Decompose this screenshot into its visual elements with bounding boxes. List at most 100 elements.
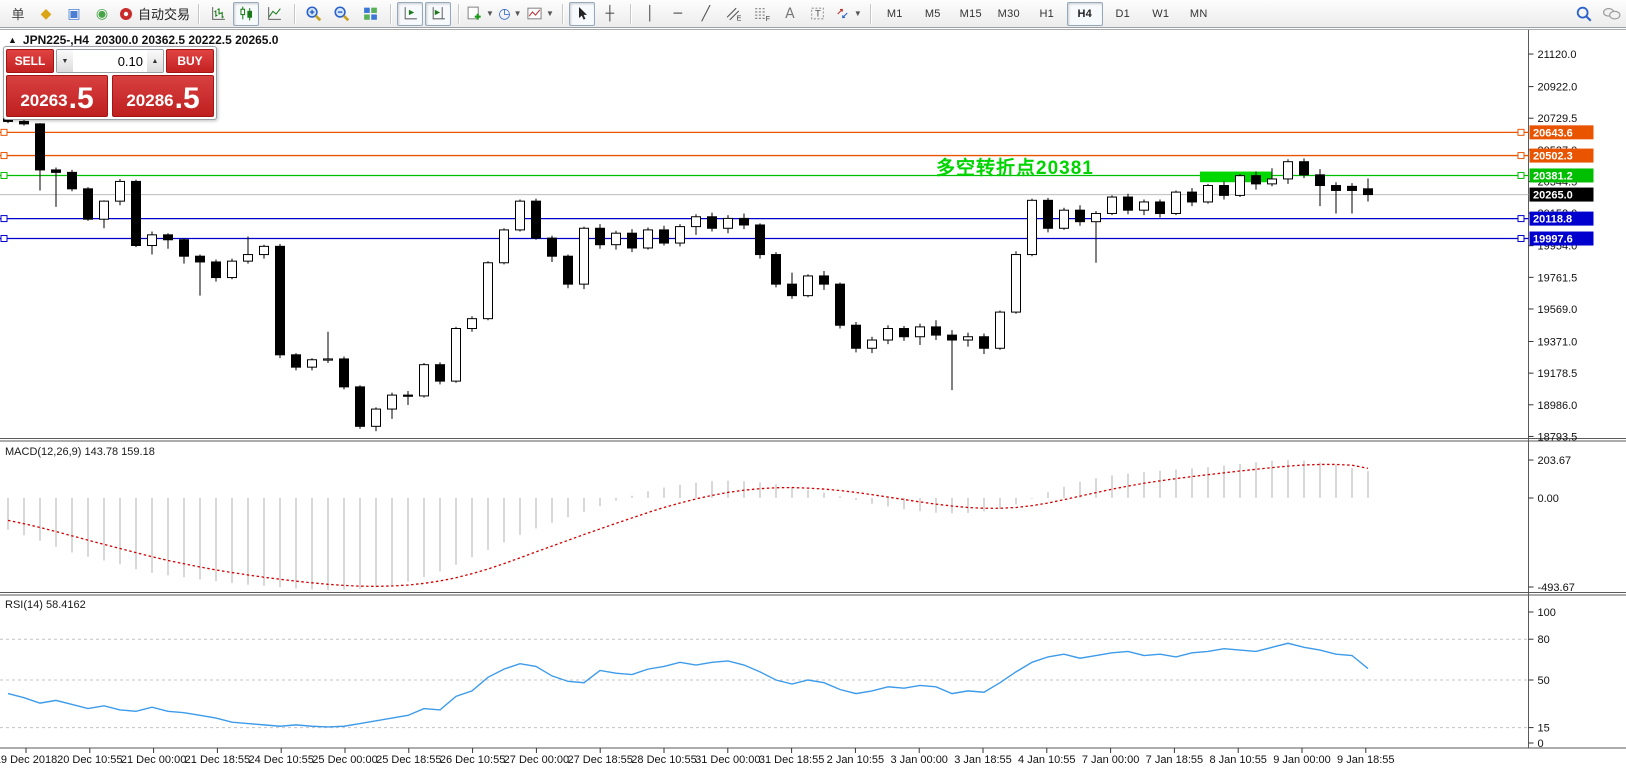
price-tick-label: 20729.5 [1538,113,1578,125]
candle-body [1107,196,1117,214]
tf-h1[interactable]: H1 [1039,7,1055,20]
volume-down-button[interactable]: ▼ [57,50,73,72]
candle-body [275,245,285,356]
cursor-button[interactable] [568,1,595,26]
volume-input[interactable] [73,50,147,72]
tile-windows-button[interactable] [357,2,383,26]
date-label: 21 Dec 00:00 [121,754,186,766]
candle-body [179,239,189,257]
candle-body [915,326,925,338]
new-order-button[interactable]: 单 [11,7,25,22]
window-collapse-icon[interactable]: ▲ [8,35,17,45]
candle-body [931,326,941,336]
arrows-button[interactable]: ▼ [833,2,863,26]
label-button[interactable]: T [805,2,831,26]
candle-body [1331,185,1341,191]
date-label: 3 Jan 18:55 [954,754,1012,766]
chart-shift-button[interactable] [425,1,452,26]
date-label: 20 Dec 10:55 [57,754,122,766]
horizontal-line-button[interactable]: ─ [673,5,683,22]
tf-m5[interactable]: M5 [924,7,941,20]
buy-price-button[interactable]: 20286 .5 [112,75,214,117]
candle-body [803,275,813,297]
candle-body [1075,209,1085,223]
tf-m1[interactable]: M1 [886,7,903,20]
community-icon[interactable]: ▣ [67,5,81,22]
toolbar-separator [869,3,871,24]
text-button[interactable]: A [785,5,795,22]
tf-mn[interactable]: MN [1189,7,1208,20]
rsi-axis-label: 100 [1538,607,1556,619]
line-chart-button[interactable] [261,2,287,26]
candle-body [451,328,461,382]
date-label: 28 Dec 10:55 [631,754,696,766]
tf-w1[interactable]: W1 [1152,7,1170,20]
symbol-period-label: JPN225-,H4 [22,33,89,47]
candle-body [419,364,429,397]
templates-button-dropdown-arrow: ▼ [545,9,554,18]
buy-button[interactable]: BUY [166,49,214,73]
arrows-button-dropdown-arrow: ▼ [853,9,862,18]
price-level-tag [1529,125,1594,140]
new-chart-button[interactable]: ▼ [465,2,495,26]
chart-title: ▲ JPN225-,H4 20300.0 20362.5 20222.5 202… [8,33,278,47]
periods-button[interactable]: ◷ ▼ [498,5,522,22]
sell-price-button[interactable]: 20263 .5 [6,75,108,117]
price-level-tag [1529,148,1594,163]
date-label: 21 Dec 18:55 [185,754,250,766]
sell-button[interactable]: SELL [6,49,54,73]
candle-body [483,262,493,320]
new-chart-button-dropdown-arrow: ▼ [486,9,494,18]
candle-body [675,226,685,244]
vertical-line-button[interactable]: │ [645,5,655,22]
tf-m15[interactable]: M15 [959,7,982,20]
candle-body [131,180,141,247]
bar-chart-button[interactable] [205,2,231,26]
price-level-tag-label: 20118.8 [1533,214,1572,226]
chat-button[interactable] [1599,2,1625,26]
tf-m30[interactable]: M30 [997,7,1020,20]
price-tick-label: 19371.0 [1538,337,1578,349]
trend-turning-point-annotation[interactable]: 多空转折点20381 [936,158,1094,179]
candle-body [995,311,1005,349]
auto-scroll-button[interactable] [397,1,424,26]
candle-body [787,283,797,297]
zoom-in-button[interactable] [301,2,327,26]
candle-body [883,328,893,341]
level-anchor-marker [1517,215,1525,223]
signals-icon[interactable]: ◉ [95,5,109,22]
price-tick-label: 20922.0 [1538,82,1578,94]
fibonacci-button[interactable]: F [749,2,775,26]
candle-body [707,216,717,229]
macd-signal-line [7,463,1369,588]
rsi-indicator-label: RSI(14) 58.4162 [5,599,86,611]
price-level-tag-label: 20502.3 [1533,151,1573,163]
candle-body [435,364,445,382]
sell-price-main: 20263 [20,91,68,110]
volume-up-button[interactable]: ▲ [147,50,163,72]
macd-indicator-label: MACD(12,26,9) 143.78 159.18 [5,446,155,458]
candle-body [19,120,29,125]
candle-body [579,227,589,285]
candle-body [99,200,109,220]
layers-icon[interactable]: ◆ [40,5,52,22]
candle-body [723,217,733,229]
candle-body [611,232,621,246]
tf-h4[interactable]: H4 [1066,1,1103,26]
zoom-out-button[interactable] [329,2,355,26]
crosshair-button[interactable]: ┼ [605,5,615,22]
tf-d1[interactable]: D1 [1115,7,1131,20]
candlestick-button[interactable] [233,1,260,26]
candle-body [1171,191,1181,214]
candle-body [51,169,61,173]
candle-body [1043,199,1053,229]
candle-body [1315,174,1325,187]
search-button[interactable] [1571,2,1597,26]
channel-button[interactable]: E [721,2,747,26]
autotrade-button[interactable]: 自动交易 [117,2,191,26]
candle-body [595,227,605,246]
candle-body [115,180,125,202]
templates-button[interactable]: ▼ [525,2,555,26]
trendline-button[interactable]: ╱ [701,5,711,22]
